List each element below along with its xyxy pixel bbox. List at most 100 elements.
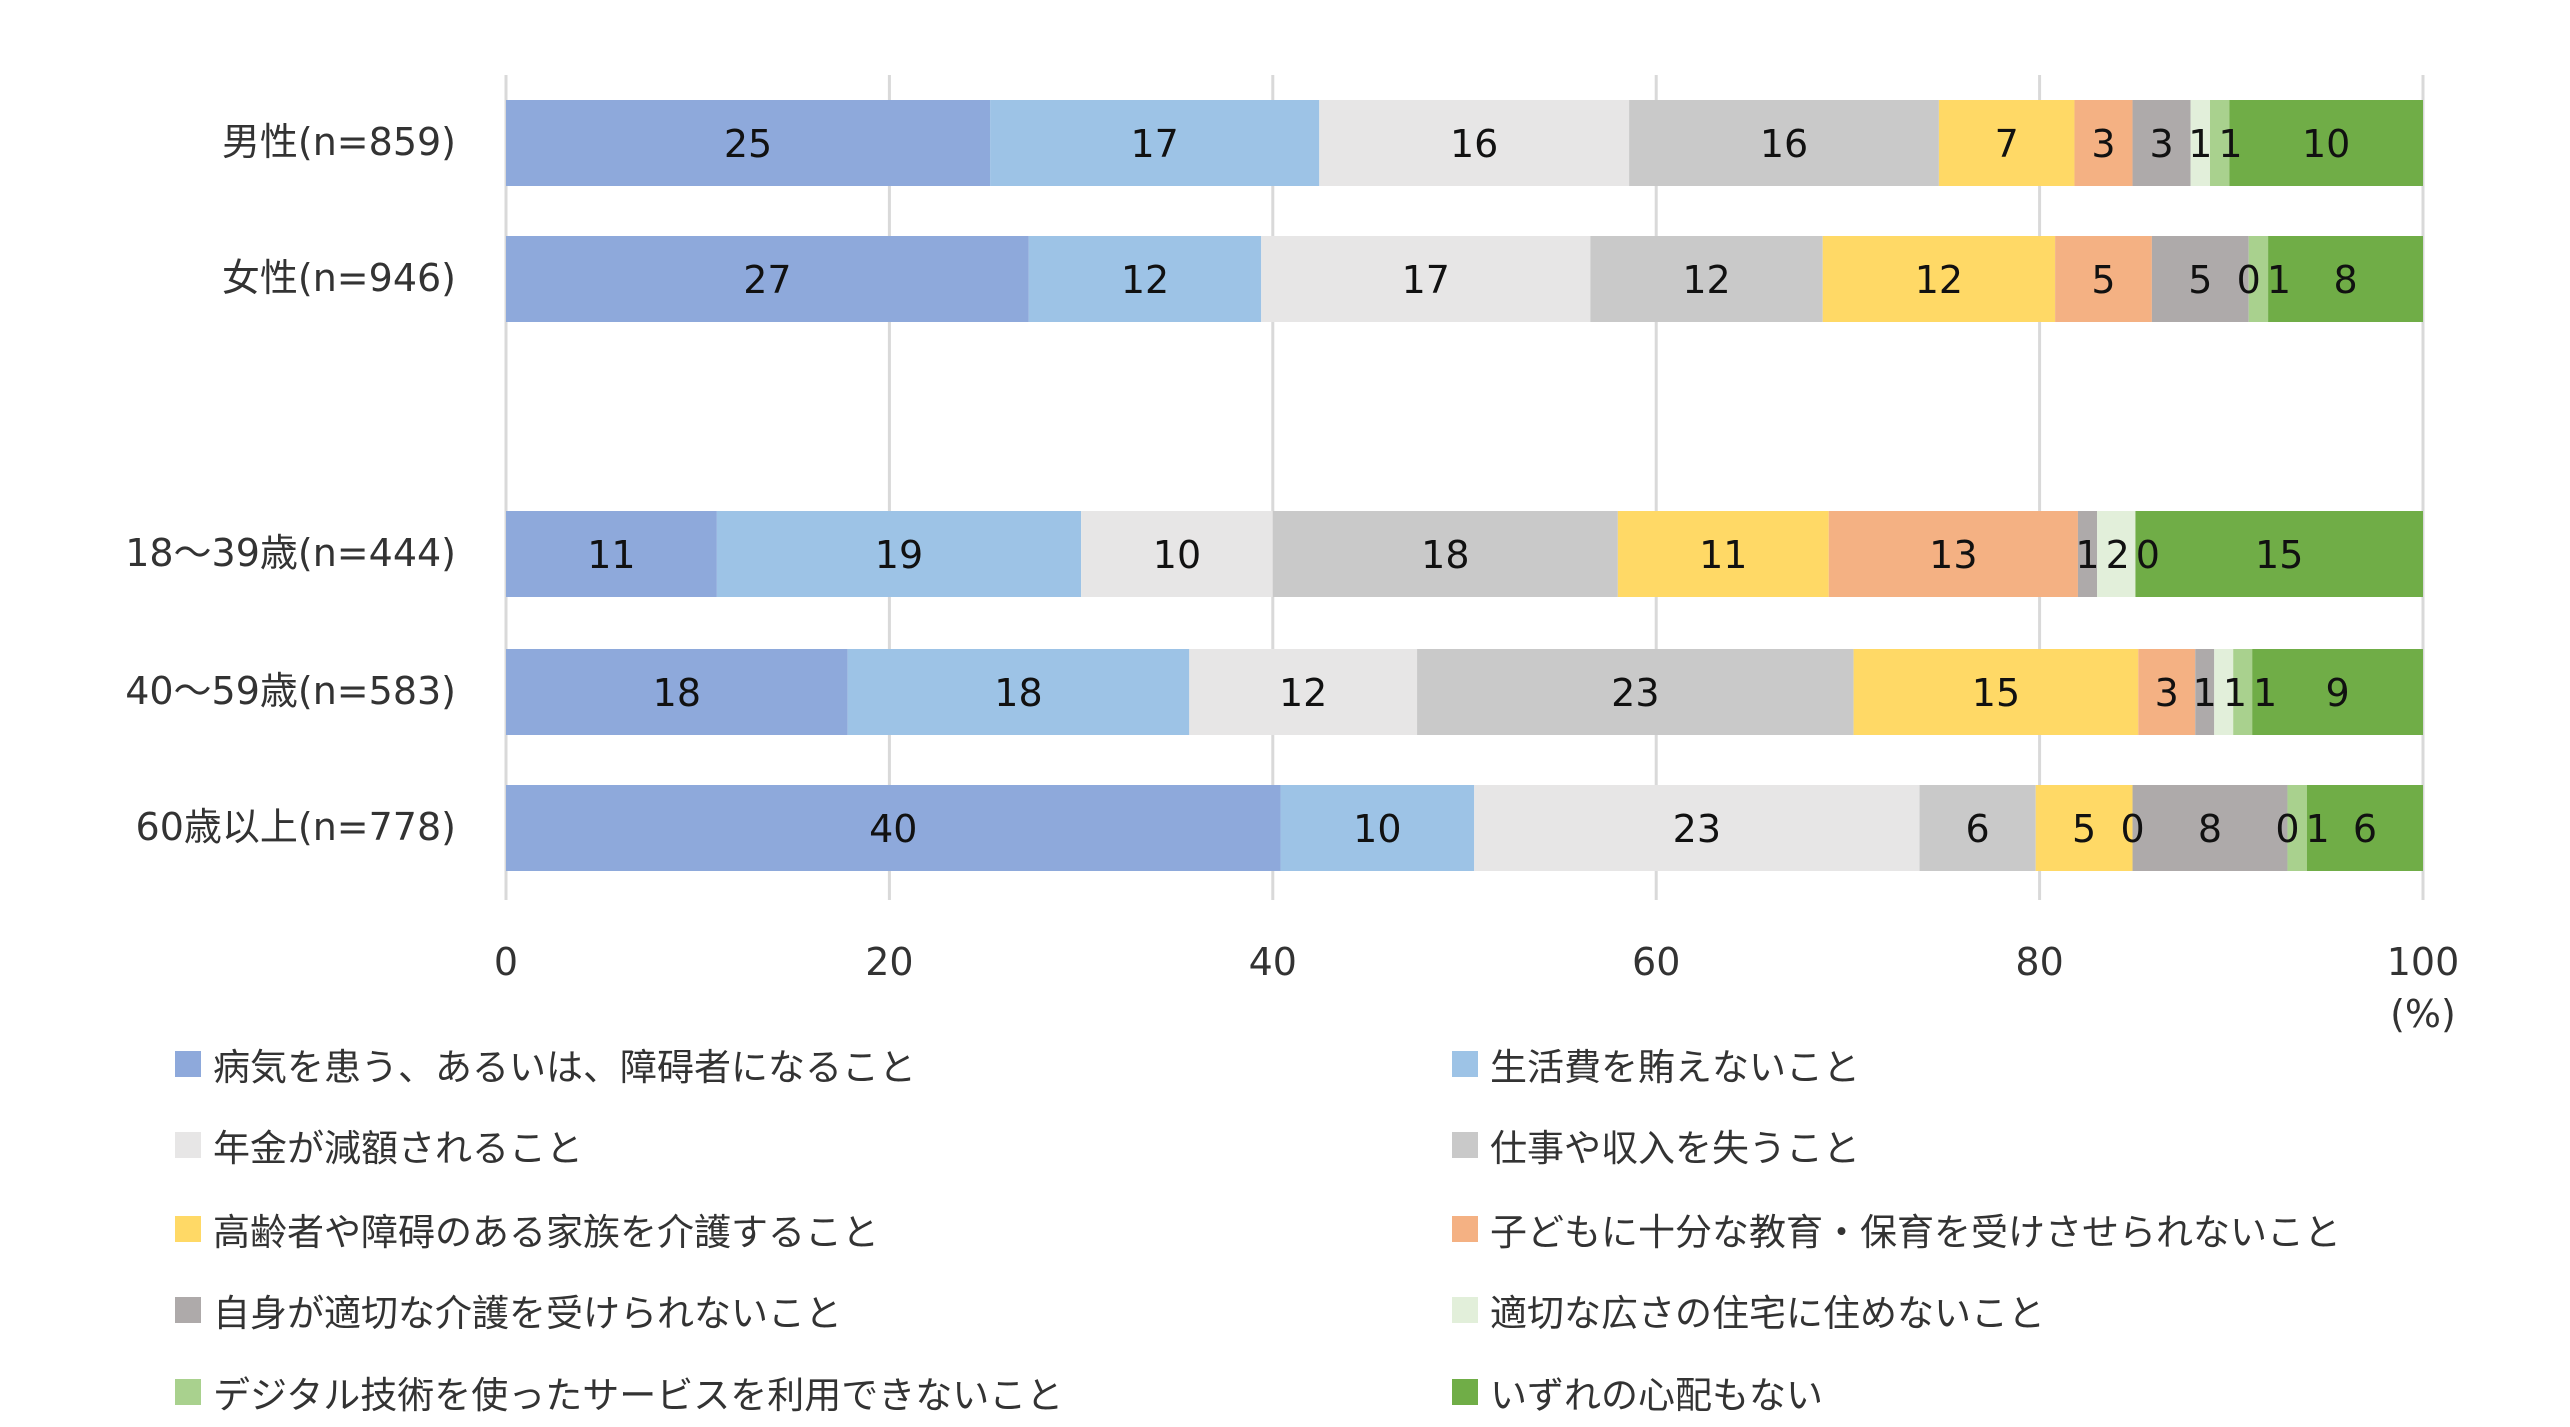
data-label: 12 — [1279, 671, 1327, 715]
bar-segment — [2248, 236, 2269, 322]
data-label: 12 — [1682, 258, 1730, 302]
data-label: 17 — [1131, 122, 1179, 166]
data-label: 0 — [2120, 807, 2144, 851]
data-label: 0 — [2237, 258, 2261, 302]
legend-label: 適切な広さの住宅に住めないこと — [1490, 1292, 2045, 1335]
bar-segment — [847, 649, 1190, 735]
data-label: 1 — [2306, 807, 2330, 851]
data-label: 6 — [2353, 807, 2377, 851]
data-label: 15 — [2255, 533, 2303, 577]
data-label: 7 — [1995, 122, 2019, 166]
bar-segment — [1938, 100, 2075, 186]
data-label: 5 — [2091, 258, 2115, 302]
bar-segment — [2138, 649, 2196, 735]
x-tick-label: 40 — [1249, 940, 1297, 984]
bar-segment — [1189, 649, 1418, 735]
category-label: 40〜59歳(n=583) — [125, 669, 456, 713]
data-label: 18 — [1421, 533, 1469, 577]
bar-segment — [506, 236, 1029, 322]
legend-label: 仕事や収入を失うこと — [1490, 1127, 1860, 1170]
bar-segment — [990, 100, 1320, 186]
legend-label: いずれの心配もない — [1490, 1374, 1823, 1417]
legend-item: 子どもに十分な教育・保育を受けさせられないこと — [1452, 1202, 2341, 1256]
x-tick-label: 0 — [494, 940, 518, 984]
x-tick-label: 60 — [1632, 940, 1680, 984]
data-label: 3 — [2149, 122, 2173, 166]
data-label: 10 — [1353, 807, 1401, 851]
legend-swatch — [1452, 1051, 1478, 1077]
bar-segment — [2214, 649, 2234, 735]
legend-item: 病気を患う、あるいは、障碍者になること — [175, 1037, 916, 1091]
data-label: 17 — [1402, 258, 1450, 302]
bar-segment — [2229, 100, 2423, 186]
legend-swatch — [1452, 1379, 1478, 1405]
legend-swatch — [175, 1051, 201, 1077]
x-tick-label: 80 — [2015, 940, 2063, 984]
category-label: 60歳以上(n=778) — [136, 805, 456, 849]
legend-label: 病気を患う、あるいは、障碍者になること — [213, 1046, 916, 1089]
legend-swatch — [175, 1297, 201, 1323]
bar-segment — [1081, 511, 1273, 597]
bar-segment — [1028, 236, 1262, 322]
legend-label: 生活費を賄えないこと — [1490, 1046, 1860, 1089]
data-label: 12 — [1121, 258, 1169, 302]
legend-swatch — [175, 1216, 201, 1242]
bar-segment — [506, 785, 1281, 871]
bar-segment — [2074, 100, 2133, 186]
bar-segment — [1828, 511, 2078, 597]
legend-swatch — [175, 1379, 201, 1405]
legend-label: 子どもに十分な教育・保育を受けさせられないこと — [1490, 1211, 2341, 1254]
data-label: 11 — [587, 533, 635, 577]
plot-area: 0 20 40 60 80 100(%)男性(n=859) 25 17 16 16 7 3 3 1 1 10女… — [125, 75, 2460, 1036]
legend-swatch — [175, 1132, 201, 1158]
data-label: 2 — [2106, 533, 2130, 577]
data-label: 9 — [2325, 671, 2349, 715]
data-label: 6 — [1966, 807, 1990, 851]
bar-segment — [2268, 236, 2423, 322]
bar-segment — [2252, 649, 2423, 735]
bar-segment — [1261, 236, 1591, 322]
data-label: 1 — [2218, 122, 2242, 166]
data-label: 1 — [2267, 258, 2291, 302]
bar-segment — [1853, 649, 2139, 735]
legend-item: デジタル技術を使ったサービスを利用できないこと — [175, 1365, 1063, 1419]
data-label: 3 — [2155, 671, 2179, 715]
x-axis-label: (%) — [2390, 992, 2456, 1036]
bar-segment — [1417, 649, 1854, 735]
bar-segment — [1319, 100, 1630, 186]
legend-label: 高齢者や障碍のある家族を介護すること — [213, 1211, 879, 1254]
data-label: 5 — [2072, 807, 2096, 851]
data-label: 0 — [2136, 533, 2160, 577]
data-label: 1 — [2075, 533, 2099, 577]
data-label: 13 — [1929, 533, 1977, 577]
data-label: 1 — [2193, 671, 2217, 715]
bar-segment — [2151, 236, 2249, 322]
bar-segment — [1919, 785, 2036, 871]
data-label: 25 — [724, 122, 772, 166]
data-label: 11 — [1699, 533, 1747, 577]
x-tick-label: 100 — [2387, 940, 2460, 984]
bar-segment — [1822, 236, 2056, 322]
legend-label: 年金が減額されること — [213, 1127, 583, 1170]
legend-item: 自身が適切な介護を受けられないこと — [175, 1283, 842, 1337]
data-label: 5 — [2188, 258, 2212, 302]
legend-swatch — [1452, 1297, 1478, 1323]
bar-segment — [2132, 785, 2288, 871]
data-label: 10 — [1153, 533, 1201, 577]
category-label: 18〜39歳(n=444) — [125, 531, 456, 575]
legend-item: 年金が減額されること — [175, 1118, 583, 1172]
legend-label: デジタル技術を使ったサービスを利用できないこと — [213, 1374, 1064, 1417]
bar-segment — [2233, 649, 2253, 735]
legend-item: 仕事や収入を失うこと — [1452, 1118, 1860, 1172]
data-label: 23 — [1673, 807, 1721, 851]
data-label: 23 — [1611, 671, 1659, 715]
bar-segment — [2287, 785, 2307, 871]
category-label: 女性(n=946) — [222, 256, 456, 300]
bar-segment — [506, 511, 717, 597]
bar-segment — [2195, 649, 2215, 735]
data-label: 16 — [1760, 122, 1808, 166]
bar-segment — [1617, 511, 1829, 597]
bar-segment — [2210, 100, 2230, 186]
legend-item: いずれの心配もない — [1452, 1365, 1823, 1419]
